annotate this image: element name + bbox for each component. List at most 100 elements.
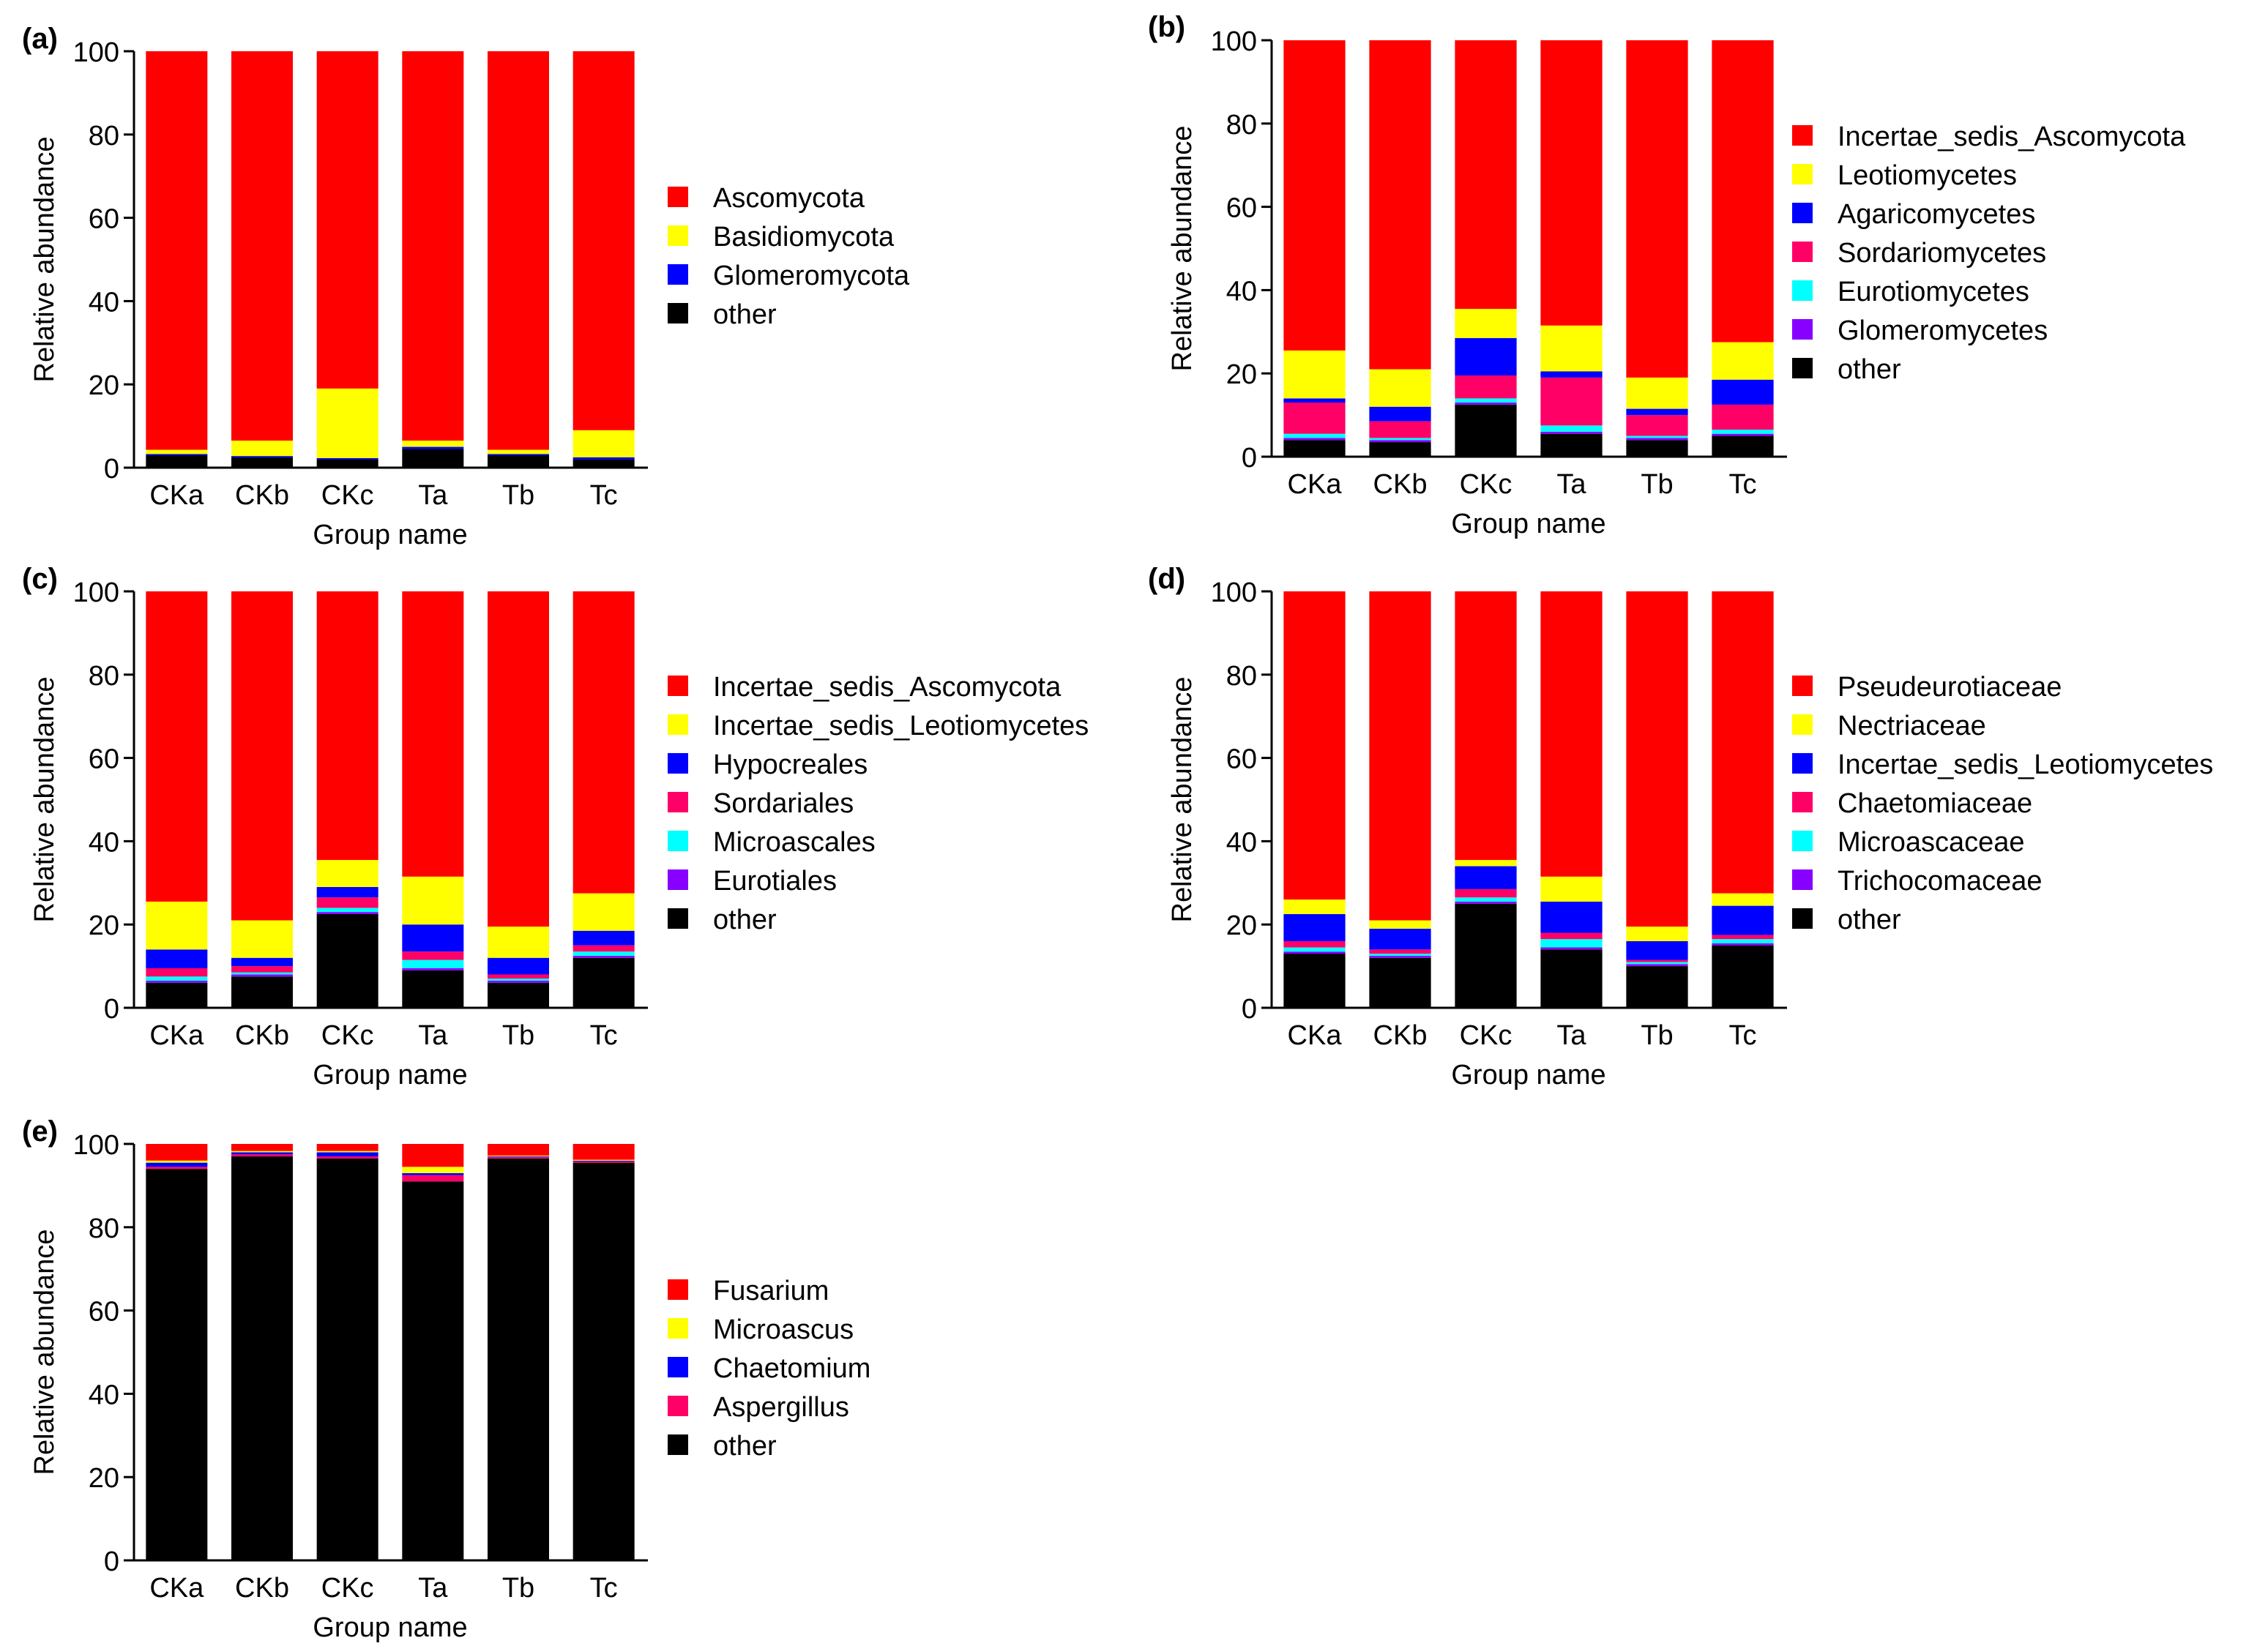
legend-entry: Trichocomaceae — [1838, 866, 2043, 897]
bar-segment — [1712, 379, 1774, 405]
legend-swatch — [668, 1318, 688, 1339]
bar-segment — [1455, 40, 1517, 309]
x-tick-label: CKc — [321, 480, 374, 511]
y-tick-label: 60 — [89, 1297, 119, 1328]
bar-segment — [402, 51, 464, 441]
bar-segment — [1369, 406, 1431, 422]
y-tick-label: 100 — [73, 577, 119, 608]
bar-segment — [146, 949, 208, 968]
bar-segment — [488, 454, 549, 468]
y-tick-label: 40 — [1226, 276, 1257, 307]
legend-swatch — [1792, 164, 1813, 184]
bar-segment — [488, 982, 549, 1008]
bar-segment — [316, 908, 378, 913]
legend-swatch — [668, 225, 688, 246]
bar-segment — [1283, 947, 1346, 952]
bar-segment — [231, 457, 293, 468]
bar-segment — [1455, 403, 1517, 405]
x-tick-label: Tb — [502, 480, 534, 511]
bar-segment — [1540, 431, 1603, 434]
legend-swatch — [1792, 831, 1813, 851]
x-axis-title: Group name — [1451, 1060, 1605, 1091]
bar-segment — [146, 968, 208, 977]
bar-segment — [1283, 951, 1346, 954]
bar-segment — [1369, 591, 1431, 921]
bar-segment — [402, 446, 464, 449]
bar-segment — [231, 1154, 293, 1157]
bar-segment — [316, 913, 378, 1008]
bar-segment — [402, 591, 464, 877]
bar-segment — [488, 51, 549, 450]
bar-segment — [402, 924, 464, 952]
bar-segment — [146, 1160, 208, 1163]
bar-segment — [1455, 375, 1517, 399]
legend-swatch — [668, 676, 688, 696]
bar-segment — [146, 454, 208, 455]
bar-segment — [1540, 371, 1603, 378]
bar-segment — [572, 1144, 635, 1160]
bar-segment — [231, 51, 293, 441]
x-tick-label: Tb — [502, 1573, 534, 1604]
bar-segment — [402, 1175, 464, 1182]
legend-entry: Incertae_sedis_Leotiomycetes — [1838, 749, 2213, 780]
bar-segment — [1283, 913, 1346, 941]
x-axis-title: Group name — [313, 1060, 467, 1091]
y-tick-label: 20 — [89, 910, 119, 941]
bar-segment — [1283, 940, 1346, 948]
bar-segment — [402, 1144, 464, 1167]
bar-segment — [316, 1156, 378, 1159]
legend-swatch — [1792, 908, 1813, 929]
bar-segment — [1369, 40, 1431, 370]
bar-segment — [231, 591, 293, 921]
legend-swatch — [1792, 714, 1813, 735]
bar-segment — [231, 441, 293, 457]
y-tick-label: 40 — [1226, 827, 1257, 858]
y-tick-label: 100 — [73, 37, 119, 68]
bar-segment — [146, 591, 208, 902]
y-tick-label: 60 — [89, 744, 119, 775]
bar-segment — [1369, 369, 1431, 407]
y-tick-label: 80 — [1226, 661, 1257, 692]
bar-segment — [488, 1144, 549, 1156]
legend-entry: Ascomycota — [713, 183, 865, 214]
bar-segment — [1283, 40, 1346, 351]
x-tick-label: Tc — [1729, 469, 1757, 500]
bar-segment — [1626, 591, 1688, 927]
bar-segment — [1369, 957, 1431, 1008]
bar-segment — [402, 959, 464, 968]
legend-swatch — [1792, 869, 1813, 890]
bar-segment — [316, 860, 378, 887]
bar-segment — [1540, 40, 1603, 326]
legend-entry: Glomeromycota — [713, 261, 910, 291]
bar-segment — [1626, 927, 1688, 941]
legend-entry: other — [1838, 905, 1901, 935]
bar-segment — [402, 970, 464, 1008]
legend-swatch — [1792, 792, 1813, 812]
bar-segment — [1712, 591, 1774, 894]
bar-segment — [1626, 966, 1688, 1008]
x-tick-label: Ta — [418, 1573, 448, 1604]
legend-swatch — [1792, 319, 1813, 340]
legend-entry: Fusarium — [713, 1276, 829, 1306]
bar-segment — [402, 1172, 464, 1175]
bar-segment — [1712, 905, 1774, 935]
x-tick-label: Ta — [1556, 1020, 1586, 1051]
bar-segment — [572, 951, 635, 956]
bar-segment — [1455, 897, 1517, 902]
x-tick-label: Tb — [1641, 1020, 1673, 1051]
bar-segment — [488, 1156, 549, 1158]
bar-segment — [1369, 440, 1431, 443]
bar-segment — [316, 912, 378, 914]
bar-segment — [1712, 404, 1774, 430]
x-tick-label: CKb — [235, 1020, 289, 1051]
bar-segment — [1540, 947, 1603, 950]
x-tick-label: Tc — [1729, 1020, 1757, 1051]
chart-panel-1: (a) CKa CKb CKc Ta Tb Tc 0 20 40 60 80 100 Group name… — [22, 23, 910, 550]
legend-entry: Basidiomycota — [713, 222, 895, 252]
x-tick-label: CKa — [149, 1573, 204, 1604]
legend-entry: Aspergillus — [713, 1392, 849, 1423]
bar-segment — [488, 1157, 549, 1159]
legend-entry: Incertae_sedis_Ascomycota — [713, 672, 1062, 703]
bar-segment — [1712, 40, 1774, 343]
legend-entry: Sordariomycetes — [1838, 238, 2046, 269]
